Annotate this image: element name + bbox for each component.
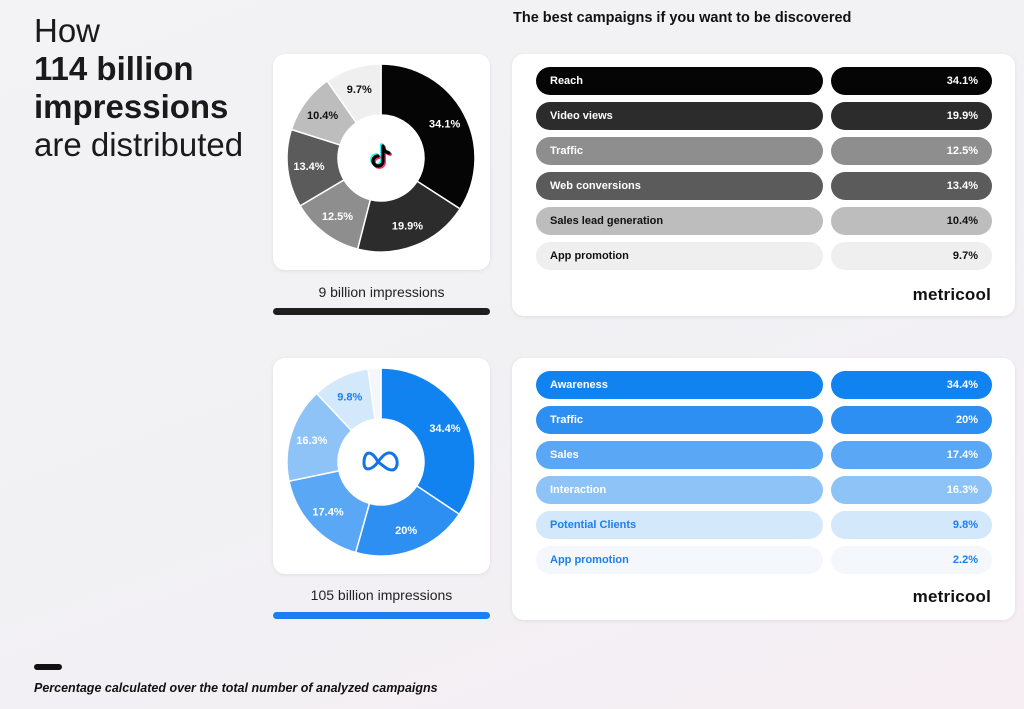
tiktok-underline bbox=[273, 308, 490, 315]
metricool-logo: metricool bbox=[912, 285, 991, 304]
meta-row-value: 34.4% bbox=[831, 371, 992, 399]
tiktok-pie-card: 34.1% 19.9% 12.5% 13.4% 10.4% 9.7% bbox=[273, 54, 490, 270]
tiktok-campaign-list: metricool Reach 34.1% Video views 19.9% Traf… bbox=[512, 54, 1015, 316]
meta-label-awareness: 34.4% bbox=[429, 423, 460, 435]
meta-row-value: 2.2% bbox=[831, 546, 992, 574]
tiktok-pie-chart: 34.1% 19.9% 12.5% 13.4% 10.4% 9.7% bbox=[286, 63, 476, 253]
tiktok-row-label: Reach bbox=[536, 67, 823, 95]
meta-impressions-label: 105 billion impressions bbox=[310, 587, 453, 603]
page-heading: How 114 billion impressions are distribu… bbox=[34, 12, 243, 164]
tiktok-row-label: Video views bbox=[536, 102, 823, 130]
tiktok-row-label: Sales lead generation bbox=[536, 207, 823, 235]
tiktok-row-value: 9.7% bbox=[831, 242, 992, 270]
meta-pie-card: 34.4% 20% 17.4% 16.3% 9.8% - 2.2% bbox=[273, 358, 490, 574]
meta-row-label: Traffic bbox=[536, 406, 823, 434]
meta-center bbox=[339, 420, 423, 504]
tiktok-row-value: 10.4% bbox=[831, 207, 992, 235]
meta-row-value: 20% bbox=[831, 406, 992, 434]
heading-line-4: are distributed bbox=[34, 126, 244, 163]
heading-line-3: impressions bbox=[34, 88, 229, 125]
meta-label-interaction: 16.3% bbox=[296, 435, 327, 447]
tiktok-icon bbox=[370, 143, 392, 169]
tiktok-row-label: App promotion bbox=[536, 242, 823, 270]
meta-campaign-list: metricool Awareness 34.4% Traffic 20% Sales 1… bbox=[512, 358, 1015, 620]
tiktok-row-label: Web conversions bbox=[536, 172, 823, 200]
tiktok-label-traffic: 12.5% bbox=[322, 211, 353, 223]
meta-pie-chart: 34.4% 20% 17.4% 16.3% 9.8% - 2.2% bbox=[286, 367, 476, 557]
footer-dash bbox=[34, 664, 62, 670]
tiktok-slice-app-promotion bbox=[326, 63, 382, 124]
tiktok-label-sales-lead-generation: 10.4% bbox=[307, 110, 338, 122]
tiktok-row-value: 13.4% bbox=[831, 172, 992, 200]
meta-row-label: Potential Clients bbox=[536, 511, 823, 539]
meta-label-traffic: 20% bbox=[395, 525, 417, 537]
meta-slice-app-promotion bbox=[367, 367, 382, 421]
tiktok-slice-video-views bbox=[356, 180, 462, 253]
metricool-logo: metricool bbox=[912, 587, 991, 606]
section-title: The best campaigns if you want to be dis… bbox=[513, 10, 852, 26]
heading-line-2: 114 billion bbox=[34, 50, 194, 87]
meta-row-label: Interaction bbox=[536, 476, 823, 504]
meta-slice-traffic bbox=[354, 484, 461, 557]
heading-line-1: How bbox=[34, 12, 101, 49]
tiktok-label-reach: 34.1% bbox=[429, 118, 460, 130]
meta-row-label: Awareness bbox=[536, 371, 823, 399]
meta-label-sales: 17.4% bbox=[312, 507, 343, 519]
tiktok-label-web-conversions: 13.4% bbox=[293, 161, 324, 173]
meta-label-app-promotion: - 2.2% bbox=[382, 379, 414, 391]
footnote: Percentage calculated over the total num… bbox=[34, 681, 438, 695]
meta-underline bbox=[273, 612, 490, 619]
meta-slice-awareness bbox=[380, 367, 476, 516]
meta-label-potential-clients: 9.8% bbox=[337, 392, 362, 404]
meta-row-value: 9.8% bbox=[831, 511, 992, 539]
tiktok-impressions-label: 9 billion impressions bbox=[318, 284, 445, 300]
meta-infinity-icon bbox=[362, 451, 399, 472]
meta-row-label: Sales bbox=[536, 441, 823, 469]
meta-row-value: 16.3% bbox=[831, 476, 992, 504]
tiktok-row-value: 34.1% bbox=[831, 67, 992, 95]
tiktok-row-value: 19.9% bbox=[831, 102, 992, 130]
tiktok-row-value: 12.5% bbox=[831, 137, 992, 165]
tiktok-row-label: Traffic bbox=[536, 137, 823, 165]
meta-row-label: App promotion bbox=[536, 546, 823, 574]
tiktok-label-video-views: 19.9% bbox=[392, 220, 423, 232]
meta-row-value: 17.4% bbox=[831, 441, 992, 469]
tiktok-label-app-promotion: 9.7% bbox=[347, 84, 372, 96]
tiktok-slice-reach bbox=[380, 63, 476, 210]
